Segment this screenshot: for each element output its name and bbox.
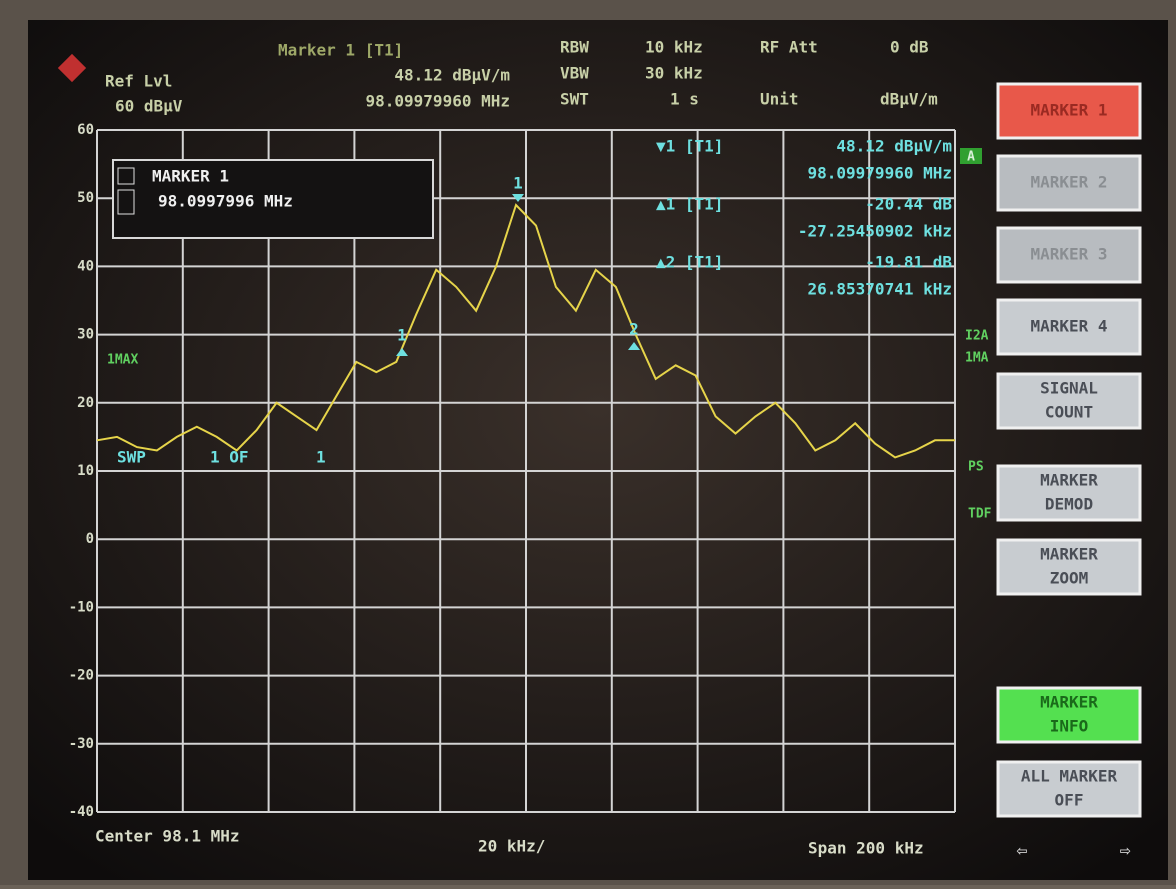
y-tick-label: -30 xyxy=(69,736,94,752)
marker-title: Marker 1 [T1] xyxy=(278,41,403,60)
unit-label: Unit xyxy=(760,90,799,109)
max-label: 1MAX xyxy=(107,353,138,368)
marker-row-level: -20.44 dB xyxy=(865,195,952,214)
marker-row-id: ▼1 [T1] xyxy=(656,137,723,156)
marker-label: 1 xyxy=(513,174,523,193)
softkey-label: MARKER 1 xyxy=(1030,101,1107,120)
marker-box-value: 98.0997996 MHz xyxy=(158,192,293,211)
ps-label: PS xyxy=(968,460,984,475)
rbw-label: RBW xyxy=(560,38,589,57)
softkey-label: MARKER 4 xyxy=(1030,317,1107,336)
marker-row-level: 48.12 dBμV/m xyxy=(836,137,952,156)
softkey-label: ALL MARKER xyxy=(1021,767,1118,786)
y-tick-label: 30 xyxy=(77,327,94,343)
vbw: 30 kHz xyxy=(645,64,703,83)
trace-tag-label: A xyxy=(967,150,975,165)
softkey[interactable] xyxy=(996,82,1142,140)
marker-symbol xyxy=(628,342,640,350)
marker-symbol xyxy=(512,194,524,202)
y-tick-label: -40 xyxy=(69,804,94,820)
softkey-label: ZOOM xyxy=(1050,569,1089,588)
marker-row-freq: 98.09979960 MHz xyxy=(808,164,953,183)
i2a-label: I2A xyxy=(965,329,989,344)
att-label: RF Att xyxy=(760,38,818,57)
marker-symbol xyxy=(396,348,408,356)
nav-right[interactable]: ⇨ xyxy=(1120,840,1131,861)
y-tick-label: 10 xyxy=(77,463,94,479)
ref-label: Ref Lvl xyxy=(105,72,172,91)
marker-row-level: -19.81 dB xyxy=(865,253,952,272)
tdf-label: TDF xyxy=(968,507,992,522)
att: 0 dB xyxy=(890,38,929,57)
softkey-label: DEMOD xyxy=(1045,495,1093,514)
softkey-label: OFF xyxy=(1055,791,1084,810)
softkey-label: SIGNAL xyxy=(1040,379,1098,398)
softkey[interactable] xyxy=(996,298,1142,356)
softkey-label: MARKER xyxy=(1040,471,1098,490)
unit: dBμV/m xyxy=(880,90,938,109)
plot: 60 50 40 30 20 10 0 -10 -20 -30 -40 1 1 2 xyxy=(69,122,956,820)
ma-label: 1MA xyxy=(965,351,989,366)
trace-tag xyxy=(960,148,982,164)
softkey-label: INFO xyxy=(1050,717,1089,736)
marker-table: ▼1 [T1] 48.12 dBμV/m 98.09979960 MHz ▲1 [T1… xyxy=(656,137,952,299)
div-label: 20 kHz/ xyxy=(478,837,545,856)
y-tick-label: 60 xyxy=(77,122,94,138)
span-label: Span 200 kHz xyxy=(808,839,924,858)
softkey-label: MARKER 3 xyxy=(1030,245,1107,264)
softkey[interactable] xyxy=(996,760,1142,818)
y-tick-label: 40 xyxy=(77,258,94,274)
y-tick-label: -20 xyxy=(69,668,94,684)
vbw-label: VBW xyxy=(560,64,589,83)
marker-box-spin xyxy=(117,189,135,215)
softkeys: MARKER 1 MARKER 2 MARKER 3 MARKER 4 SIGNAL CO… xyxy=(996,82,1142,818)
marker-level: 48.12 dBμV/m xyxy=(394,66,510,85)
y-tick-label: 20 xyxy=(77,395,94,411)
marker-freq: 98.09979960 MHz xyxy=(366,92,511,111)
swp-count: 1 OF xyxy=(210,448,249,467)
swp-label: SWP xyxy=(117,448,146,467)
swt-label: SWT xyxy=(560,90,589,109)
marker-box-title: MARKER 1 xyxy=(152,167,229,186)
softkey[interactable] xyxy=(996,538,1142,596)
marker-label: 1 xyxy=(397,326,407,345)
rbw: 10 kHz xyxy=(645,38,703,57)
marker-row-id: ▲1 [T1] xyxy=(656,195,723,214)
ref-value: 60 dBμV xyxy=(115,97,183,116)
logo xyxy=(57,53,87,83)
y-tick-label: 0 xyxy=(86,531,94,547)
softkey-label: MARKER xyxy=(1040,545,1098,564)
marker-box-icon xyxy=(117,167,135,185)
softkey-label: MARKER xyxy=(1040,693,1098,712)
center-label: Center 98.1 MHz xyxy=(95,827,240,846)
softkey[interactable] xyxy=(996,372,1142,430)
softkey-label: COUNT xyxy=(1045,403,1093,422)
marker-row-freq: -27.25450902 kHz xyxy=(798,222,952,241)
swt: 1 s xyxy=(670,90,699,109)
swp-total: 1 xyxy=(316,448,326,467)
marker-box xyxy=(112,159,434,239)
marker-row-freq: 26.85370741 kHz xyxy=(808,280,953,299)
y-tick-label: 50 xyxy=(77,190,94,206)
trace xyxy=(96,203,955,459)
marker-label: 2 xyxy=(629,320,639,339)
nav-left[interactable]: ⇦ xyxy=(1016,840,1028,861)
y-tick-label: -10 xyxy=(69,599,94,615)
softkey[interactable] xyxy=(996,154,1142,212)
softkey-label: MARKER 2 xyxy=(1030,173,1107,192)
softkey[interactable] xyxy=(996,226,1142,284)
display xyxy=(28,20,1168,880)
marker-row-id: ▲2 [T1] xyxy=(656,253,723,272)
softkey[interactable] xyxy=(996,464,1142,522)
softkey[interactable] xyxy=(996,686,1142,744)
